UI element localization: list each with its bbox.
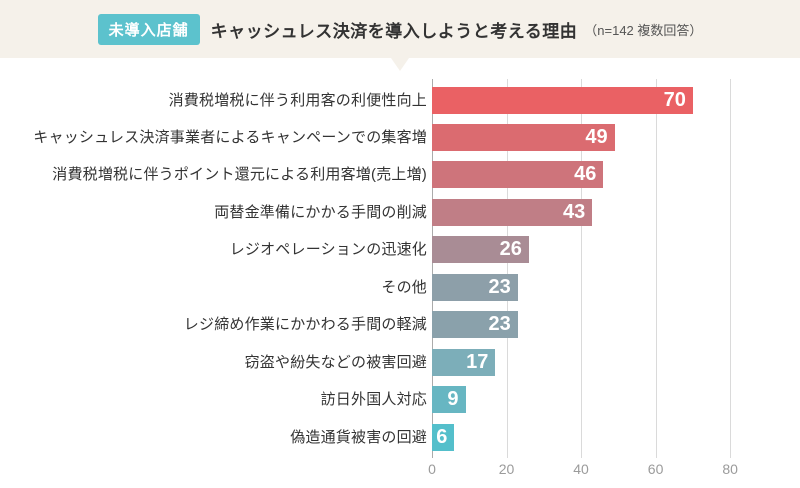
- gridline: [655, 79, 657, 458]
- x-tick-label: 60: [647, 461, 664, 477]
- value-label: 26: [499, 238, 522, 261]
- category-label: 両替金準備にかかる手間の削減: [214, 203, 427, 221]
- bar: 9: [432, 386, 466, 414]
- category-label: 訪日外国人対応: [320, 391, 427, 409]
- value-label: 43: [562, 200, 586, 223]
- category-label: 消費税増税に伴うポイント還元による利用客増(売上増): [52, 166, 427, 184]
- value-label: 17: [466, 350, 489, 373]
- bar: 46: [432, 161, 604, 189]
- x-tick-label: 20: [498, 461, 515, 477]
- bar-row: 両替金準備にかかる手間の削減 43: [0, 198, 800, 226]
- bar-row: 偽造通貨被害の回避 6: [0, 423, 800, 451]
- bar-row: レジ締め作業にかかわる手間の軽減 23: [0, 311, 800, 339]
- gridline: [581, 79, 583, 458]
- bar: 23: [432, 273, 518, 301]
- bar-row: レジオペレーションの迅速化 26: [0, 236, 800, 264]
- bar-row: キャッシュレス決済事業者によるキャンペーンでの集客増 49: [0, 123, 800, 151]
- chart-title: キャッシュレス決済を導入しようと考える理由: [210, 21, 578, 41]
- value-label: 49: [585, 125, 608, 148]
- category-label: 消費税増税に伴う利用客の利便性向上: [168, 91, 427, 109]
- value-label: 23: [488, 313, 511, 336]
- x-tick-label: 80: [722, 461, 738, 477]
- store-type-badge: 未導入店舗: [97, 13, 200, 45]
- category-label: 窃盗や紛失などの被害回避: [244, 353, 427, 371]
- gridline: [432, 79, 433, 458]
- value-label: 46: [574, 163, 597, 186]
- bar-row: 訪日外国人対応 9: [0, 386, 800, 414]
- category-label: 偽造通貨被害の回避: [290, 428, 427, 446]
- gridline: [730, 79, 732, 458]
- x-tick-label: 40: [573, 461, 589, 477]
- value-label: 9: [447, 388, 459, 411]
- category-label: レジオペレーションの迅速化: [229, 241, 427, 259]
- bar: 26: [432, 236, 529, 264]
- bar-row: 消費税増税に伴う利用客の利便性向上 70: [0, 86, 800, 114]
- bar: 23: [432, 311, 518, 339]
- x-tick-label: 0: [428, 461, 436, 477]
- value-label: 6: [436, 425, 448, 448]
- bar: 70: [432, 86, 693, 114]
- bar: 17: [432, 348, 496, 376]
- bar-row: 消費税増税に伴うポイント還元による利用客増(売上増) 46: [0, 161, 800, 189]
- category-label: レジ締め作業にかかわる手間の軽減: [183, 316, 427, 334]
- bar: 49: [432, 123, 615, 151]
- value-label: 23: [488, 275, 511, 298]
- bar: 43: [432, 198, 593, 226]
- category-label: その他: [381, 278, 427, 296]
- sample-size-note: （n=142 複数回答）: [584, 22, 703, 38]
- header: 未導入店舗 キャッシュレス決済を導入しようと考える理由 （n=142 複数回答）: [0, 0, 800, 58]
- bar-row: 窃盗や紛失などの被害回避 17: [0, 348, 800, 376]
- header-notch-icon: [391, 58, 409, 71]
- category-label: キャッシュレス決済事業者によるキャンペーンでの集客増: [33, 128, 427, 146]
- bar: 6: [432, 423, 455, 451]
- bar-row: その他 23: [0, 273, 800, 301]
- gridline: [506, 79, 508, 458]
- value-label: 70: [663, 88, 686, 111]
